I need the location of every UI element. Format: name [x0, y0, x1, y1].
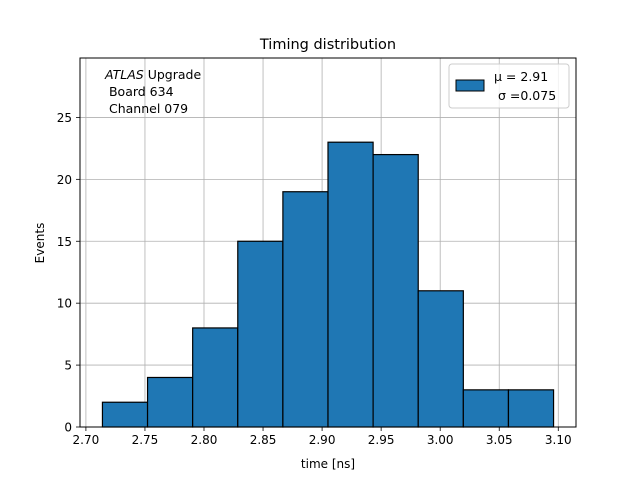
- y-axis-label: Events: [33, 223, 47, 264]
- annotation-line-3: Channel 079: [105, 101, 188, 116]
- plot-frame: [79, 57, 577, 428]
- y-tick-label: 15: [57, 235, 72, 249]
- bars: [101, 141, 555, 428]
- x-tick-label: 3.00: [427, 433, 454, 447]
- y-tick-label: 10: [57, 297, 72, 311]
- histogram-bar: [282, 191, 329, 428]
- y-tick-label: 20: [57, 173, 72, 187]
- y-tick-label: 0: [64, 421, 72, 435]
- x-axis-label: time [ns]: [301, 457, 355, 471]
- chart-title: Timing distribution: [259, 37, 396, 53]
- x-tick-label: 2.75: [132, 433, 159, 447]
- legend-box: [448, 63, 570, 109]
- annotation: ATLAS Upgrade Board 634 Channel 079: [104, 67, 201, 116]
- legend-label-mu: μ = 2.91: [494, 69, 548, 84]
- x-tick-label: 2.85: [250, 433, 277, 447]
- histogram-bar: [417, 290, 464, 428]
- histogram-bar: [507, 389, 555, 428]
- y-axis-ticks: 0 5 10 15 20 25: [57, 111, 80, 435]
- x-tick-label: 2.95: [368, 433, 395, 447]
- y-tick-label: 25: [57, 111, 72, 125]
- annotation-line-1: ATLAS Upgrade: [104, 67, 201, 82]
- histogram-bar: [146, 376, 194, 428]
- histogram-bar: [237, 240, 284, 428]
- annotation-line-2: Board 634: [105, 84, 174, 99]
- x-tick-label: 2.70: [73, 433, 100, 447]
- histogram-bar: [327, 141, 374, 428]
- annotation-atlas: ATLAS: [104, 67, 144, 82]
- annotation-upgrade: Upgrade: [144, 67, 202, 82]
- histogram-bar: [372, 153, 419, 428]
- y-tick-label: 5: [64, 359, 72, 373]
- legend: μ = 2.91 σ =0.075: [448, 63, 570, 109]
- histogram-bar: [192, 327, 239, 428]
- histogram-bar: [462, 389, 510, 428]
- legend-label-sigma: σ =0.075: [498, 88, 556, 103]
- histogram-bar: [101, 401, 149, 428]
- x-axis-ticks: 2.70 2.75 2.80 2.85 2.90 2.95 3.00 3.05 3.10: [73, 427, 572, 447]
- x-tick-label: 3.10: [545, 433, 572, 447]
- x-tick-label: 2.90: [309, 433, 336, 447]
- legend-swatch: [455, 79, 485, 92]
- x-tick-label: 2.80: [191, 433, 218, 447]
- x-tick-label: 3.05: [486, 433, 513, 447]
